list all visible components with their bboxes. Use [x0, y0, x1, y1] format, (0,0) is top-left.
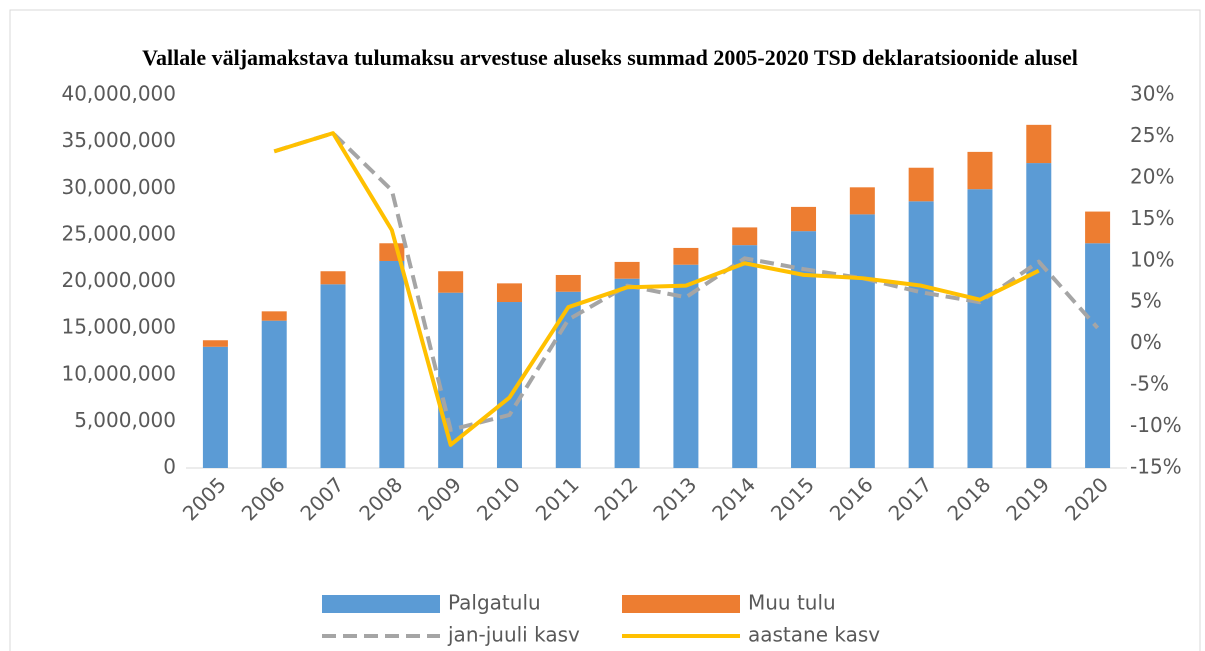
bar — [791, 231, 817, 468]
legend-label: aastane kasv — [748, 623, 880, 647]
bar — [555, 274, 581, 292]
legend-label: Muu tulu — [748, 591, 836, 615]
y2-tick-label: 20% — [1130, 164, 1174, 188]
bar — [1085, 243, 1111, 468]
bar — [320, 271, 346, 285]
bar — [261, 311, 287, 321]
bar — [908, 201, 934, 468]
bar — [732, 227, 758, 246]
bar — [1085, 211, 1111, 244]
y2-tick-label: 25% — [1130, 123, 1174, 147]
bar — [849, 214, 875, 468]
y2-tick-label: 10% — [1130, 247, 1174, 271]
legend-swatch — [622, 595, 740, 613]
y-tick-label: 10,000,000 — [61, 361, 176, 385]
y-tick-label: 30,000,000 — [61, 175, 176, 199]
y2-tick-label: -15% — [1130, 455, 1182, 479]
y-tick-label: 25,000,000 — [61, 221, 176, 245]
bar — [202, 346, 228, 468]
bar — [673, 247, 699, 265]
bar — [967, 189, 993, 468]
bar — [320, 284, 346, 468]
bar — [849, 187, 875, 215]
y2-tick-label: 0% — [1130, 330, 1162, 354]
y-tick-label: 40,000,000 — [61, 82, 176, 106]
y2-tick-label: -5% — [1130, 372, 1169, 396]
y-tick-label: 35,000,000 — [61, 128, 176, 152]
bar — [438, 271, 464, 293]
line-series — [273, 131, 1040, 447]
bar — [1026, 124, 1052, 164]
legend-label: jan-juuli kasv — [447, 623, 580, 647]
y2-tick-label: -10% — [1130, 413, 1182, 437]
chart-frame — [9, 9, 1201, 651]
y-tick-label: 5,000,000 — [74, 408, 176, 432]
legend-swatch — [322, 595, 440, 613]
y2-tick-label: 5% — [1130, 289, 1162, 313]
y2-tick-label: 30% — [1130, 82, 1174, 106]
bar — [732, 245, 758, 468]
chart-title: Vallale väljamakstava tulumaksu arvestus… — [142, 45, 1078, 70]
y-tick-label: 0 — [163, 455, 176, 479]
bar — [496, 283, 522, 303]
bar — [673, 264, 699, 468]
bar — [379, 260, 405, 468]
y2-tick-label: 15% — [1130, 206, 1174, 230]
legend-label: Palgatulu — [448, 591, 541, 615]
y-tick-label: 15,000,000 — [61, 315, 176, 339]
bar — [614, 278, 640, 468]
bar — [791, 206, 817, 232]
bar — [614, 261, 640, 279]
bar — [261, 320, 287, 468]
bar — [908, 167, 934, 202]
bar — [202, 340, 228, 347]
bar — [1026, 163, 1052, 468]
bar — [967, 151, 993, 190]
y-tick-label: 20,000,000 — [61, 268, 176, 292]
